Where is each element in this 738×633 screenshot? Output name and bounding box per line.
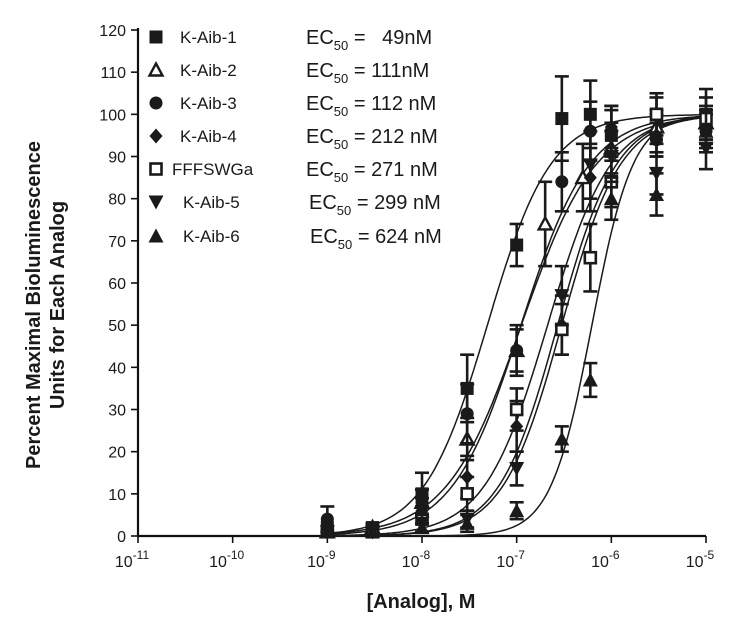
triangle-down-filled-marker xyxy=(509,462,525,477)
circle-filled-marker xyxy=(149,96,163,110)
circle-filled-marker xyxy=(460,407,474,421)
square-filled-marker xyxy=(149,30,163,44)
legend-item-fffswga: FFFSWGa EC50 = 271 nM xyxy=(149,159,438,185)
x-tick-label: 10-8 xyxy=(402,548,431,571)
triangle-filled-marker xyxy=(148,228,164,243)
triangle-down-filled-marker xyxy=(148,195,164,210)
triangle-filled-marker xyxy=(509,503,525,518)
square-open-marker xyxy=(649,107,664,122)
y-axis-title-line-2: Units for Each Analog xyxy=(47,201,69,409)
y-tick-label: 0 xyxy=(117,529,126,546)
legend-item-k-aib-3: K-Aib-3 EC50 = 112 nM xyxy=(149,93,436,119)
circle-filled-marker xyxy=(555,175,569,189)
legend-item-k-aib-4: K-Aib-4 EC50 = 212 nM xyxy=(149,126,438,152)
y-tick-label: 10 xyxy=(108,487,126,504)
legend-label: K-Aib-6 xyxy=(183,227,240,246)
legend-item-k-aib-2: K-Aib-2 EC50 = 111nM xyxy=(147,60,429,86)
triangle-filled-marker xyxy=(459,515,475,530)
triangle-open-marker xyxy=(536,214,554,231)
triangle-filled-marker xyxy=(554,431,570,446)
triangle-filled-marker xyxy=(582,372,598,387)
legend-label: K-Aib-5 xyxy=(183,193,240,212)
x-tick-label: 10-10 xyxy=(209,548,244,571)
legend-item-k-aib-1: K-Aib-1 EC50 = 49nM xyxy=(149,27,432,53)
circle-filled-marker xyxy=(510,343,524,357)
x-tick-label: 10-5 xyxy=(686,548,715,571)
x-axis-title: [Analog], M xyxy=(367,591,476,613)
square-filled-marker xyxy=(510,238,524,252)
legend-ec50: EC50 = 212 nM xyxy=(306,126,438,152)
y-tick-label: 60 xyxy=(108,276,126,293)
y-tick-label: 100 xyxy=(99,107,126,124)
square-open-marker xyxy=(509,402,524,417)
triangle-down-filled-marker xyxy=(554,289,570,304)
diamond-filled-marker xyxy=(604,119,618,135)
legend-item-k-aib-5: K-Aib-5 EC50 = 299 nM xyxy=(148,192,441,218)
y-tick-label: 70 xyxy=(108,234,126,251)
x-tick-label: 10-7 xyxy=(496,548,525,571)
legend-ec50: EC50 = 271 nM xyxy=(306,159,438,185)
legend-ec50: EC50 = 112 nM xyxy=(306,93,436,119)
square-open-marker xyxy=(583,250,598,265)
square-open-marker xyxy=(460,487,474,501)
legend-label: K-Aib-4 xyxy=(180,127,237,146)
series-k-aib-6 xyxy=(319,108,714,539)
y-tick-label: 20 xyxy=(108,445,126,462)
triangle-filled-marker xyxy=(698,123,714,138)
triangle-down-filled-marker xyxy=(603,150,619,164)
x-tick-label: 10-6 xyxy=(591,548,620,571)
y-tick-label: 90 xyxy=(108,150,126,167)
legend-label: K-Aib-1 xyxy=(180,28,237,47)
square-filled-marker xyxy=(555,112,569,126)
diamond-filled-marker xyxy=(149,128,163,144)
triangle-filled-marker xyxy=(365,524,381,539)
triangle-open-marker xyxy=(147,60,165,77)
legend-item-k-aib-6: K-Aib-6 EC50 = 624 nM xyxy=(148,226,442,252)
legend-ec50: EC50 = 49nM xyxy=(306,27,432,53)
square-open-marker xyxy=(149,162,163,176)
legend-ec50: EC50 = 299 nM xyxy=(309,192,441,218)
circle-filled-marker xyxy=(320,512,334,526)
triangle-filled-marker xyxy=(649,186,665,201)
y-tick-label: 110 xyxy=(100,65,126,82)
triangle-filled-marker xyxy=(414,520,430,535)
x-tick-label: 10-9 xyxy=(307,548,336,571)
y-tick-label: 120 xyxy=(99,23,126,40)
legend-ec50: EC50 = 624 nM xyxy=(310,226,442,252)
data-points xyxy=(318,75,715,540)
triangle-down-filled-marker xyxy=(582,158,598,173)
legend-label: FFFSWGa xyxy=(172,160,254,179)
y-tick-label: 40 xyxy=(108,360,126,377)
legend-label: K-Aib-3 xyxy=(180,94,237,113)
y-tick-label: 30 xyxy=(108,403,126,420)
x-tick-label: 10-11 xyxy=(115,548,150,571)
y-tick-label: 80 xyxy=(108,192,126,209)
legend-ec50: EC50 = 111nM xyxy=(306,60,429,86)
triangle-filled-marker xyxy=(603,191,619,206)
y-axis-title-line-1: Percent Maximal Bioluminescence xyxy=(23,141,45,469)
triangle-filled-marker xyxy=(319,524,335,539)
legend-label: K-Aib-2 xyxy=(180,61,237,80)
fit-curve-k-aib-6 xyxy=(327,115,705,537)
y-tick-label: 50 xyxy=(108,318,126,335)
